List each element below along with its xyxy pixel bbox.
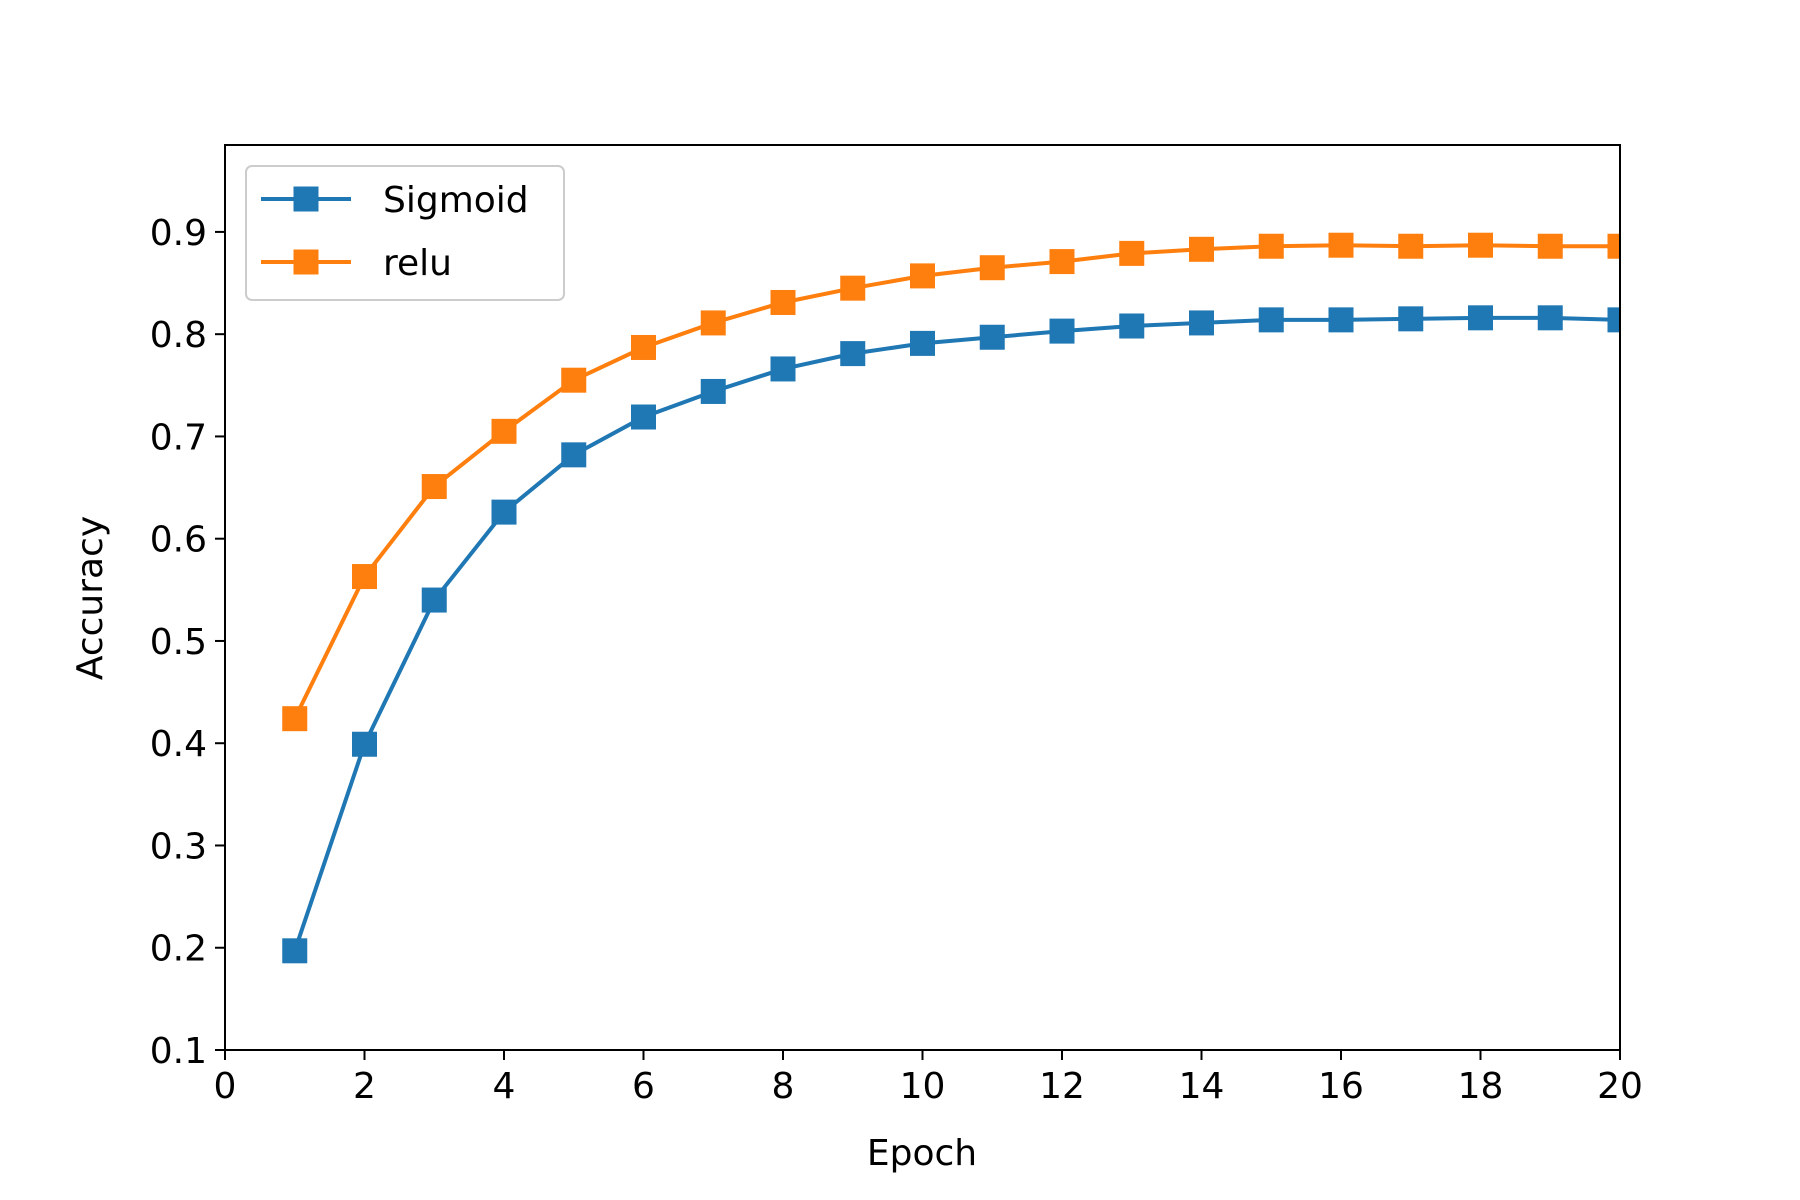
y-tick-label: 0.5	[150, 622, 207, 663]
x-tick-label: 4	[493, 1066, 516, 1107]
data-point-sigmoid	[282, 938, 308, 964]
y-tick-label: 0.3	[150, 826, 207, 867]
y-tick-label: 0.4	[150, 724, 207, 765]
legend-label-relu: relu	[383, 243, 452, 284]
y-tick-label: 0.6	[150, 520, 207, 561]
data-point-sigmoid	[700, 378, 726, 404]
data-point-sigmoid	[1468, 305, 1493, 331]
y-tick-label: 0.8	[150, 315, 207, 356]
data-point-relu	[979, 255, 1005, 281]
data-point-relu	[421, 474, 447, 500]
x-tick-label: 18	[1458, 1066, 1504, 1107]
data-point-relu	[1398, 233, 1424, 259]
data-point-sigmoid	[910, 330, 935, 356]
series-clip-group	[282, 232, 1620, 964]
data-point-relu	[1607, 233, 1620, 259]
legend-marker-relu	[293, 249, 319, 275]
data-point-relu	[631, 334, 656, 360]
data-point-sigmoid	[561, 442, 587, 468]
x-tick-label: 6	[632, 1066, 655, 1107]
data-point-relu	[1189, 236, 1214, 262]
data-point-sigmoid	[421, 587, 447, 613]
data-point-relu	[1049, 249, 1075, 275]
data-point-relu	[282, 706, 308, 732]
x-axis-ticks: 0 2 4 6 8 10 12 14 16 18 20	[214, 1050, 1643, 1107]
y-tick-label: 0.1	[150, 1031, 207, 1072]
y-axis-ticks: 0.1 0.2 0.3 0.4 0.5 0.6 0.7 0.8 0.9	[150, 213, 225, 1072]
x-tick-label: 8	[772, 1066, 795, 1107]
x-tick-label: 16	[1318, 1066, 1364, 1107]
data-point-sigmoid	[979, 324, 1005, 350]
data-point-sigmoid	[352, 731, 377, 757]
data-point-sigmoid	[1119, 313, 1145, 339]
legend: Sigmoid relu	[245, 165, 565, 301]
data-point-sigmoid	[1398, 306, 1424, 332]
y-tick-label: 0.2	[150, 929, 207, 970]
data-point-relu	[352, 564, 377, 590]
y-axis-title: Accuracy	[70, 516, 111, 680]
data-point-sigmoid	[840, 341, 866, 367]
data-point-relu	[1119, 240, 1145, 266]
x-tick-label: 20	[1597, 1066, 1643, 1107]
data-point-relu	[700, 310, 726, 336]
data-point-relu	[770, 289, 796, 315]
data-point-relu	[1328, 232, 1354, 258]
data-point-sigmoid	[1328, 307, 1354, 333]
data-point-sigmoid	[1189, 310, 1214, 336]
series-layer	[282, 232, 1620, 964]
x-tick-label: 2	[353, 1066, 376, 1107]
data-point-sigmoid	[1049, 318, 1075, 344]
data-point-relu	[491, 418, 517, 444]
data-point-relu	[561, 367, 587, 393]
y-tick-label: 0.7	[150, 417, 207, 458]
y-tick-label: 0.9	[150, 213, 207, 254]
legend-entries: Sigmoid relu	[261, 180, 529, 284]
data-point-relu	[1468, 232, 1493, 258]
data-point-sigmoid	[491, 499, 517, 525]
x-tick-label: 0	[214, 1066, 237, 1107]
data-point-sigmoid	[631, 404, 656, 430]
data-point-sigmoid	[770, 356, 796, 382]
data-point-relu	[910, 263, 935, 289]
data-point-sigmoid	[1258, 307, 1284, 333]
data-point-relu	[1258, 233, 1284, 259]
x-axis-title: Epoch	[867, 1133, 977, 1174]
x-tick-label: 12	[1039, 1066, 1085, 1107]
data-point-sigmoid	[1607, 307, 1620, 333]
x-tick-label: 10	[900, 1066, 946, 1107]
legend-label-sigmoid: Sigmoid	[383, 180, 529, 221]
data-point-relu	[840, 275, 866, 301]
legend-marker-sigmoid	[293, 186, 319, 212]
data-point-relu	[1537, 233, 1563, 259]
data-point-sigmoid	[1537, 305, 1563, 331]
x-tick-label: 14	[1179, 1066, 1225, 1107]
